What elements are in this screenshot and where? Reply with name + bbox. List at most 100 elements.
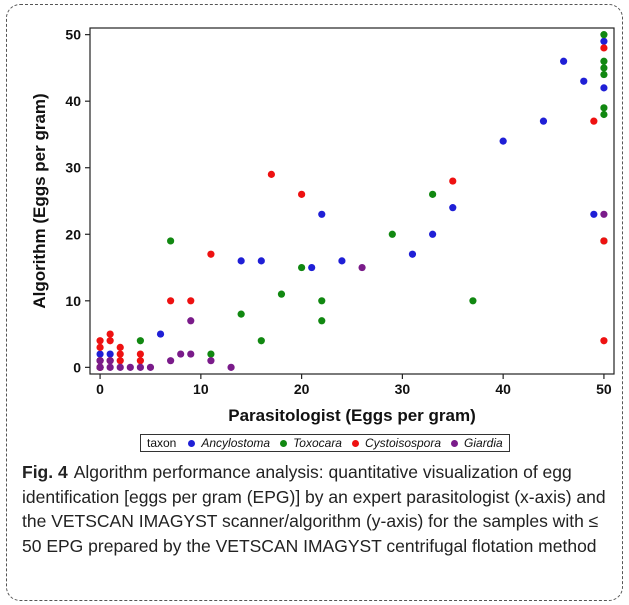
point-toxocara [388, 230, 396, 238]
legend-item-ancylostoma: Ancylostoma [188, 436, 270, 450]
point-giardia [106, 363, 114, 371]
point-ancylostoma [600, 37, 608, 45]
point-ancylostoma [96, 350, 104, 358]
point-toxocara [469, 297, 477, 305]
point-giardia [96, 357, 104, 365]
figure-frame [6, 4, 623, 601]
point-giardia [146, 363, 155, 371]
point-toxocara [257, 337, 265, 345]
point-cystoisospora [116, 350, 124, 358]
point-giardia [187, 350, 195, 358]
point-giardia [600, 210, 608, 218]
point-giardia [177, 350, 185, 358]
point-toxocara [600, 110, 608, 119]
point-giardia [187, 317, 195, 325]
x-tick-label: 50 [596, 381, 612, 397]
legend: taxon Ancylostoma Toxocara Cystoisospora… [140, 434, 510, 452]
caption-text: Algorithm performance analysis: quantita… [22, 462, 606, 556]
x-axis-ticks: 0 10 20 30 40 50 [96, 374, 612, 397]
point-toxocara [600, 57, 608, 65]
point-cystoisospora [600, 237, 608, 245]
legend-item-giardia: Giardia [451, 436, 503, 450]
point-ancylostoma [318, 210, 326, 218]
point-toxocara [298, 263, 306, 272]
point-cystoisospora [207, 250, 215, 258]
y-axis-ticks: 0 10 20 30 40 50 [65, 27, 90, 375]
point-toxocara [167, 237, 175, 245]
point-cystoisospora [96, 337, 104, 345]
legend-label-cystoisospora: Cystoisospora [364, 436, 442, 450]
point-ancylostoma [580, 77, 588, 85]
point-ancylostoma [449, 204, 457, 212]
figure-caption: Fig. 4 Algorithm performance analysis: qu… [22, 460, 612, 558]
point-ancylostoma [590, 210, 598, 218]
legend-item-cystoisospora: Cystoisospora [351, 436, 442, 450]
scatter-plot: 0 10 20 30 40 50 0 10 20 30 40 50 Parasitologist (… [30, 27, 615, 425]
point-toxocara [136, 337, 144, 345]
point-ancylostoma [338, 257, 346, 265]
y-tick-label: 10 [65, 293, 81, 309]
point-cystoisospora [136, 357, 144, 365]
point-ancylostoma [539, 117, 548, 125]
y-tick-label: 0 [73, 359, 81, 375]
y-tick-label: 30 [65, 160, 81, 176]
point-cystoisospora [590, 117, 598, 125]
point-giardia [358, 263, 366, 272]
plot-panel [89, 27, 615, 375]
y-axis-label: Algorithm (Eggs per gram) [30, 93, 49, 308]
legend-label-ancylostoma: Ancylostoma [201, 436, 271, 450]
point-ancylostoma [106, 350, 114, 358]
x-axis-label: Parasitologist (Eggs per gram) [228, 406, 476, 425]
point-giardia [106, 357, 114, 365]
point-ancylostoma [429, 230, 437, 238]
point-toxocara [429, 190, 437, 198]
point-cystoisospora [449, 177, 457, 185]
point-cystoisospora [116, 357, 124, 365]
point-giardia [96, 363, 104, 371]
point-toxocara [207, 350, 215, 358]
point-cystoisospora [116, 343, 124, 351]
point-toxocara [600, 31, 608, 39]
point-giardia [136, 363, 144, 371]
point-toxocara [600, 104, 608, 112]
point-ancylostoma [156, 330, 165, 338]
point-giardia [227, 363, 235, 371]
legend-swatch-toxocara [280, 439, 288, 447]
point-toxocara [318, 297, 326, 305]
point-ancylostoma [257, 257, 265, 265]
point-cystoisospora [136, 350, 144, 358]
point-ancylostoma [308, 263, 316, 272]
legend-swatch-giardia [451, 439, 459, 447]
point-cystoisospora [106, 337, 114, 345]
point-cystoisospora [267, 170, 275, 178]
y-tick-label: 40 [65, 93, 81, 109]
point-ancylostoma [560, 57, 568, 65]
caption-label: Fig. 4 [22, 462, 68, 482]
y-tick-label: 50 [65, 27, 81, 43]
legend-item-toxocara: Toxocara [280, 436, 342, 450]
y-tick-label: 20 [65, 226, 81, 242]
point-toxocara [600, 70, 608, 79]
point-giardia [167, 357, 175, 365]
point-toxocara [277, 290, 286, 298]
point-ancylostoma [408, 250, 417, 258]
x-tick-label: 10 [193, 381, 209, 397]
point-toxocara [318, 317, 326, 325]
legend-swatch-ancylostoma [188, 439, 196, 447]
point-cystoisospora [187, 297, 195, 305]
point-giardia [116, 363, 124, 371]
legend-label-giardia: Giardia [464, 436, 503, 450]
point-cystoisospora [96, 343, 104, 351]
legend-swatch-cystoisospora [351, 439, 359, 447]
point-toxocara [237, 310, 245, 318]
data-points [96, 31, 608, 371]
point-toxocara [600, 64, 608, 72]
point-ancylostoma [499, 137, 507, 145]
x-tick-label: 30 [395, 381, 411, 397]
point-cystoisospora [600, 44, 608, 52]
x-tick-label: 0 [96, 381, 104, 397]
point-ancylostoma [600, 84, 608, 92]
legend-title: taxon [147, 436, 177, 450]
x-tick-label: 40 [495, 381, 511, 397]
point-cystoisospora [167, 297, 175, 305]
